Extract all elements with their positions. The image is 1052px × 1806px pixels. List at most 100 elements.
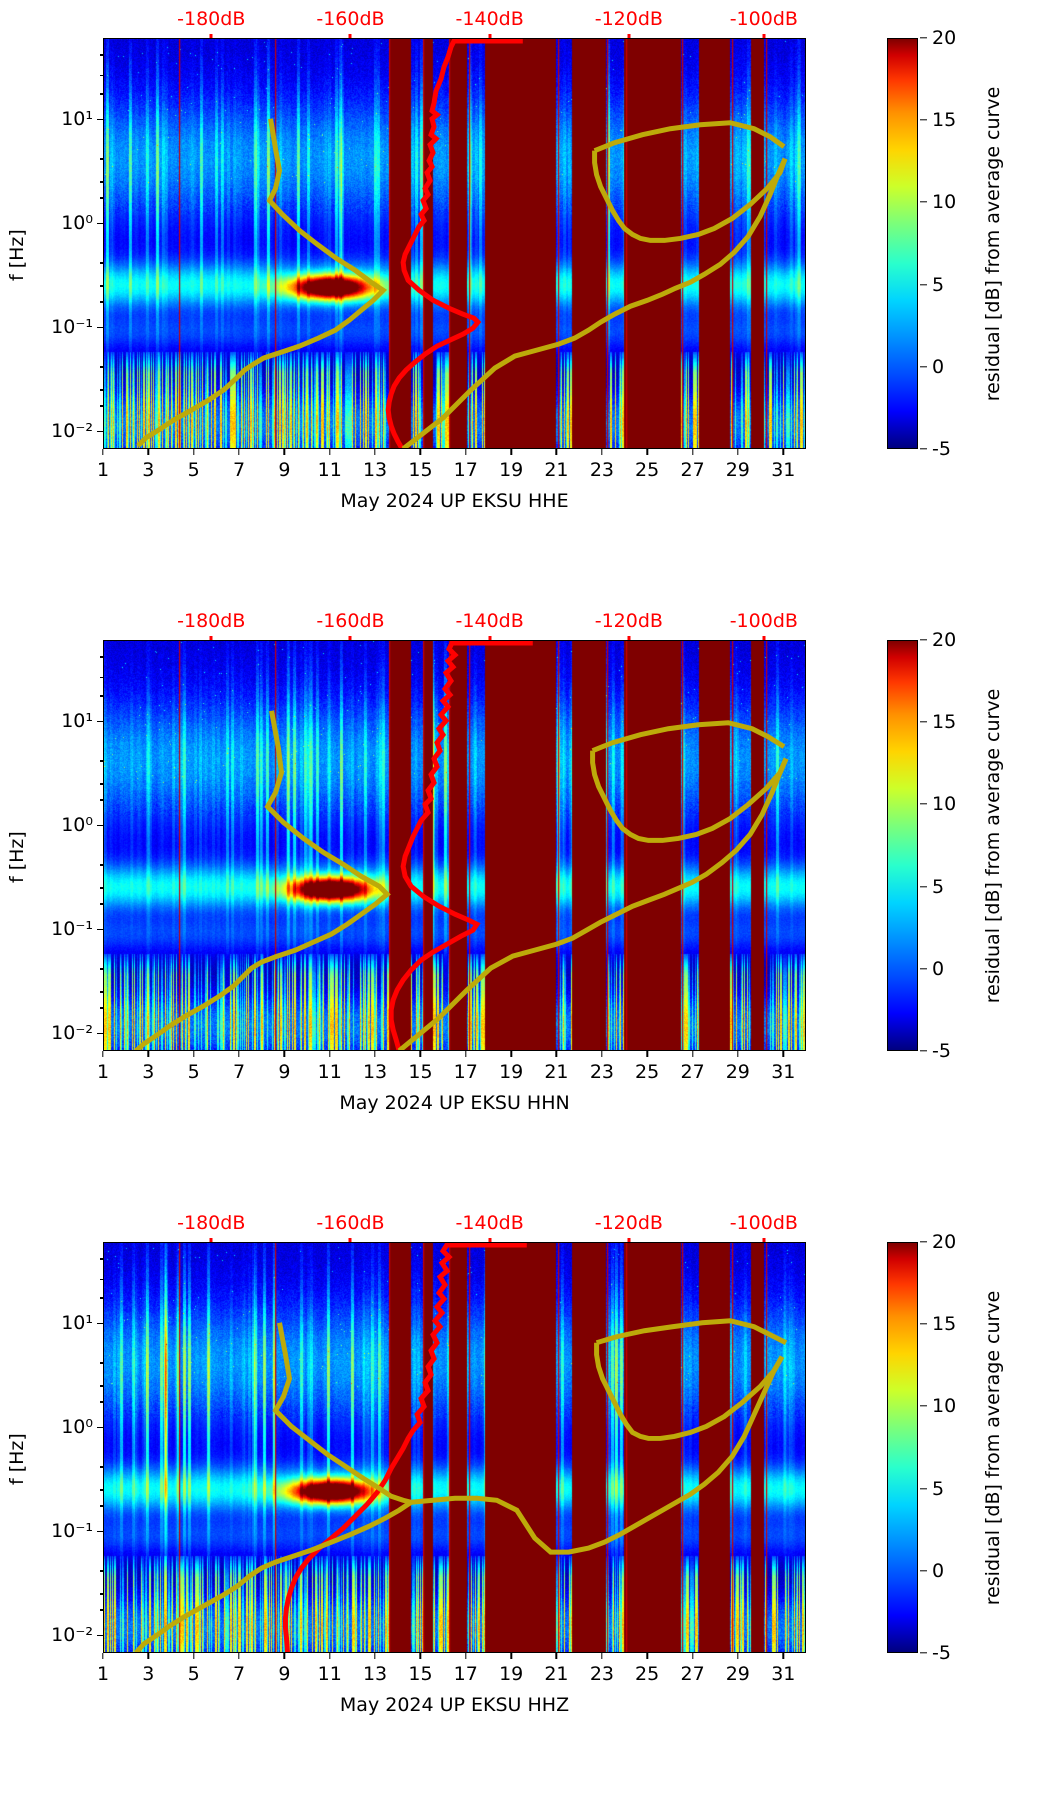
x-ticklabel-9: 19 (499, 1061, 524, 1083)
x-ticklabel-1: 3 (142, 1061, 155, 1083)
cbar-ticklabel-2: 10 (932, 191, 957, 213)
x-ticklabel-1: 3 (142, 1663, 155, 1685)
y-tick-minor (99, 1385, 103, 1387)
x-ticklabel-9: 19 (499, 1663, 524, 1685)
y-ticklabel-2: 10⁻¹ (51, 315, 93, 338)
spectrogram-hhn[interactable] (103, 640, 806, 1051)
y-ticklabel-0: 10¹ (61, 107, 93, 130)
db-label-3: -120dB (594, 1212, 663, 1234)
db-label-4: -100dB (729, 1212, 798, 1234)
cbar-tick-3 (920, 886, 927, 888)
x-ticklabel-11: 23 (589, 459, 614, 481)
db-label-0: -180dB (177, 1212, 246, 1234)
y-tick-minor (99, 760, 103, 762)
y-ticklabel-1: 10⁰ (61, 1415, 93, 1438)
y-axis-hhe: f [Hz] 10¹ 10⁰ 10⁻¹ 10⁻² (0, 38, 103, 449)
colorbar-hhn (887, 640, 918, 1051)
x-ticklabel-10: 21 (544, 1061, 569, 1083)
db-axis-hhz: -180dB -160dB -140dB -120dB -100dB (103, 1212, 806, 1250)
x-ticklabel-0: 1 (96, 1663, 110, 1685)
cbar-tick-5 (920, 1050, 927, 1052)
db-label-3: -120dB (594, 610, 663, 632)
y-tick-major-2 (97, 928, 103, 931)
x-ticklabel-1: 3 (142, 459, 155, 481)
cbar-ticklabel-5: -5 (932, 1040, 951, 1062)
y-tick-major-0 (97, 1322, 103, 1325)
cbar-tick-5 (920, 448, 927, 450)
db-label-1: -160dB (316, 610, 385, 632)
cbar-tick-2 (920, 803, 927, 805)
x-ticklabel-12: 25 (635, 1061, 660, 1083)
spectrogram-canvas (104, 641, 805, 1050)
x-ticklabel-2: 5 (187, 459, 200, 481)
y-tick-major-2 (97, 326, 103, 329)
x-ticklabel-7: 15 (408, 1663, 433, 1685)
y-tick-minor (99, 366, 103, 368)
y-ticklabel-2: 10⁻¹ (51, 917, 93, 940)
x-ticklabel-15: 31 (771, 1061, 796, 1083)
x-ticklabel-0: 1 (96, 1061, 110, 1083)
x-ticklabel-8: 17 (453, 1061, 478, 1083)
cbar-tick-2 (920, 1405, 927, 1407)
y-axis-label: f [Hz] (6, 831, 28, 883)
y-tick-major-3 (97, 1634, 103, 1637)
x-ticklabel-11: 23 (589, 1061, 614, 1083)
x-ticklabel-10: 21 (544, 1663, 569, 1685)
cbar-tick-4 (920, 968, 927, 970)
spectrogram-hhz[interactable] (103, 1242, 806, 1653)
y-ticklabel-0: 10¹ (61, 1311, 93, 1334)
cbar-ticklabel-0: 20 (932, 1231, 957, 1253)
cbar-ticklabel-0: 20 (932, 27, 957, 49)
y-tick-minor (99, 695, 103, 697)
db-label-0: -180dB (177, 610, 246, 632)
cbar-tick-0 (920, 37, 927, 39)
y-axis-hhz: f [Hz] 10¹ 10⁰ 10⁻¹ 10⁻² (0, 1242, 103, 1653)
x-ticklabel-7: 15 (408, 459, 433, 481)
db-label-1: -160dB (316, 8, 385, 30)
y-tick-minor (99, 181, 103, 183)
cbar-tick-3 (920, 284, 927, 286)
x-ticklabel-10: 21 (544, 459, 569, 481)
db-label-2: -140dB (455, 610, 524, 632)
x-ticklabel-8: 17 (453, 1663, 478, 1685)
y-tick-minor (99, 285, 103, 287)
spectrogram-hhe[interactable] (103, 38, 806, 449)
x-axis-title-hhe: May 2024 UP EKSU HHE (340, 490, 569, 512)
y-tick-minor (99, 93, 103, 95)
y-tick-minor (99, 74, 103, 77)
x-ticklabel-13: 27 (680, 1061, 705, 1083)
y-tick-minor (99, 1362, 103, 1364)
y-ticklabel-1: 10⁰ (61, 211, 93, 234)
db-label-2: -140dB (455, 8, 524, 30)
cbar-ticklabel-1: 15 (932, 1313, 957, 1335)
x-ticklabel-2: 5 (187, 1061, 200, 1083)
colorbar-title-hhz: residual [dB] from average curve (982, 1290, 1004, 1606)
y-tick-minor (99, 887, 103, 889)
x-ticklabel-3: 7 (232, 1663, 246, 1685)
y-tick-minor (99, 1593, 103, 1595)
colorbar-hhe (887, 38, 918, 449)
y-ticklabel-2: 10⁻¹ (51, 1519, 93, 1542)
x-ticklabel-8: 17 (453, 459, 478, 481)
y-axis-label: f [Hz] (6, 1433, 28, 1485)
db-label-3: -120dB (594, 8, 663, 30)
y-tick-minor (99, 1007, 103, 1009)
y-tick-minor (99, 656, 103, 658)
y-tick-minor (99, 968, 103, 970)
x-ticklabel-14: 29 (725, 1061, 750, 1083)
colorbar-title-hhn: residual [dB] from average curve (982, 688, 1004, 1004)
x-ticklabel-3: 7 (232, 1061, 246, 1083)
x-axis-title-hhn: May 2024 UP EKSU HHN (339, 1092, 570, 1114)
x-ticklabel-0: 1 (96, 459, 110, 481)
y-tick-minor (99, 1609, 103, 1611)
cbar-tick-1 (920, 119, 927, 121)
y-tick-major-1 (97, 1426, 103, 1429)
db-label-1: -160dB (316, 1212, 385, 1234)
x-ticklabel-4: 9 (278, 1663, 291, 1685)
x-ticklabel-15: 31 (771, 459, 796, 481)
y-axis-label: f [Hz] (6, 229, 28, 281)
y-ticklabel-3: 10⁻² (51, 419, 93, 442)
cbar-tick-1 (920, 1323, 927, 1325)
panel-hhz: -180dB -160dB -140dB -120dB -100dB f [Hz… (0, 1204, 1052, 1806)
colorbar-title-hhe: residual [dB] from average curve (982, 86, 1004, 402)
